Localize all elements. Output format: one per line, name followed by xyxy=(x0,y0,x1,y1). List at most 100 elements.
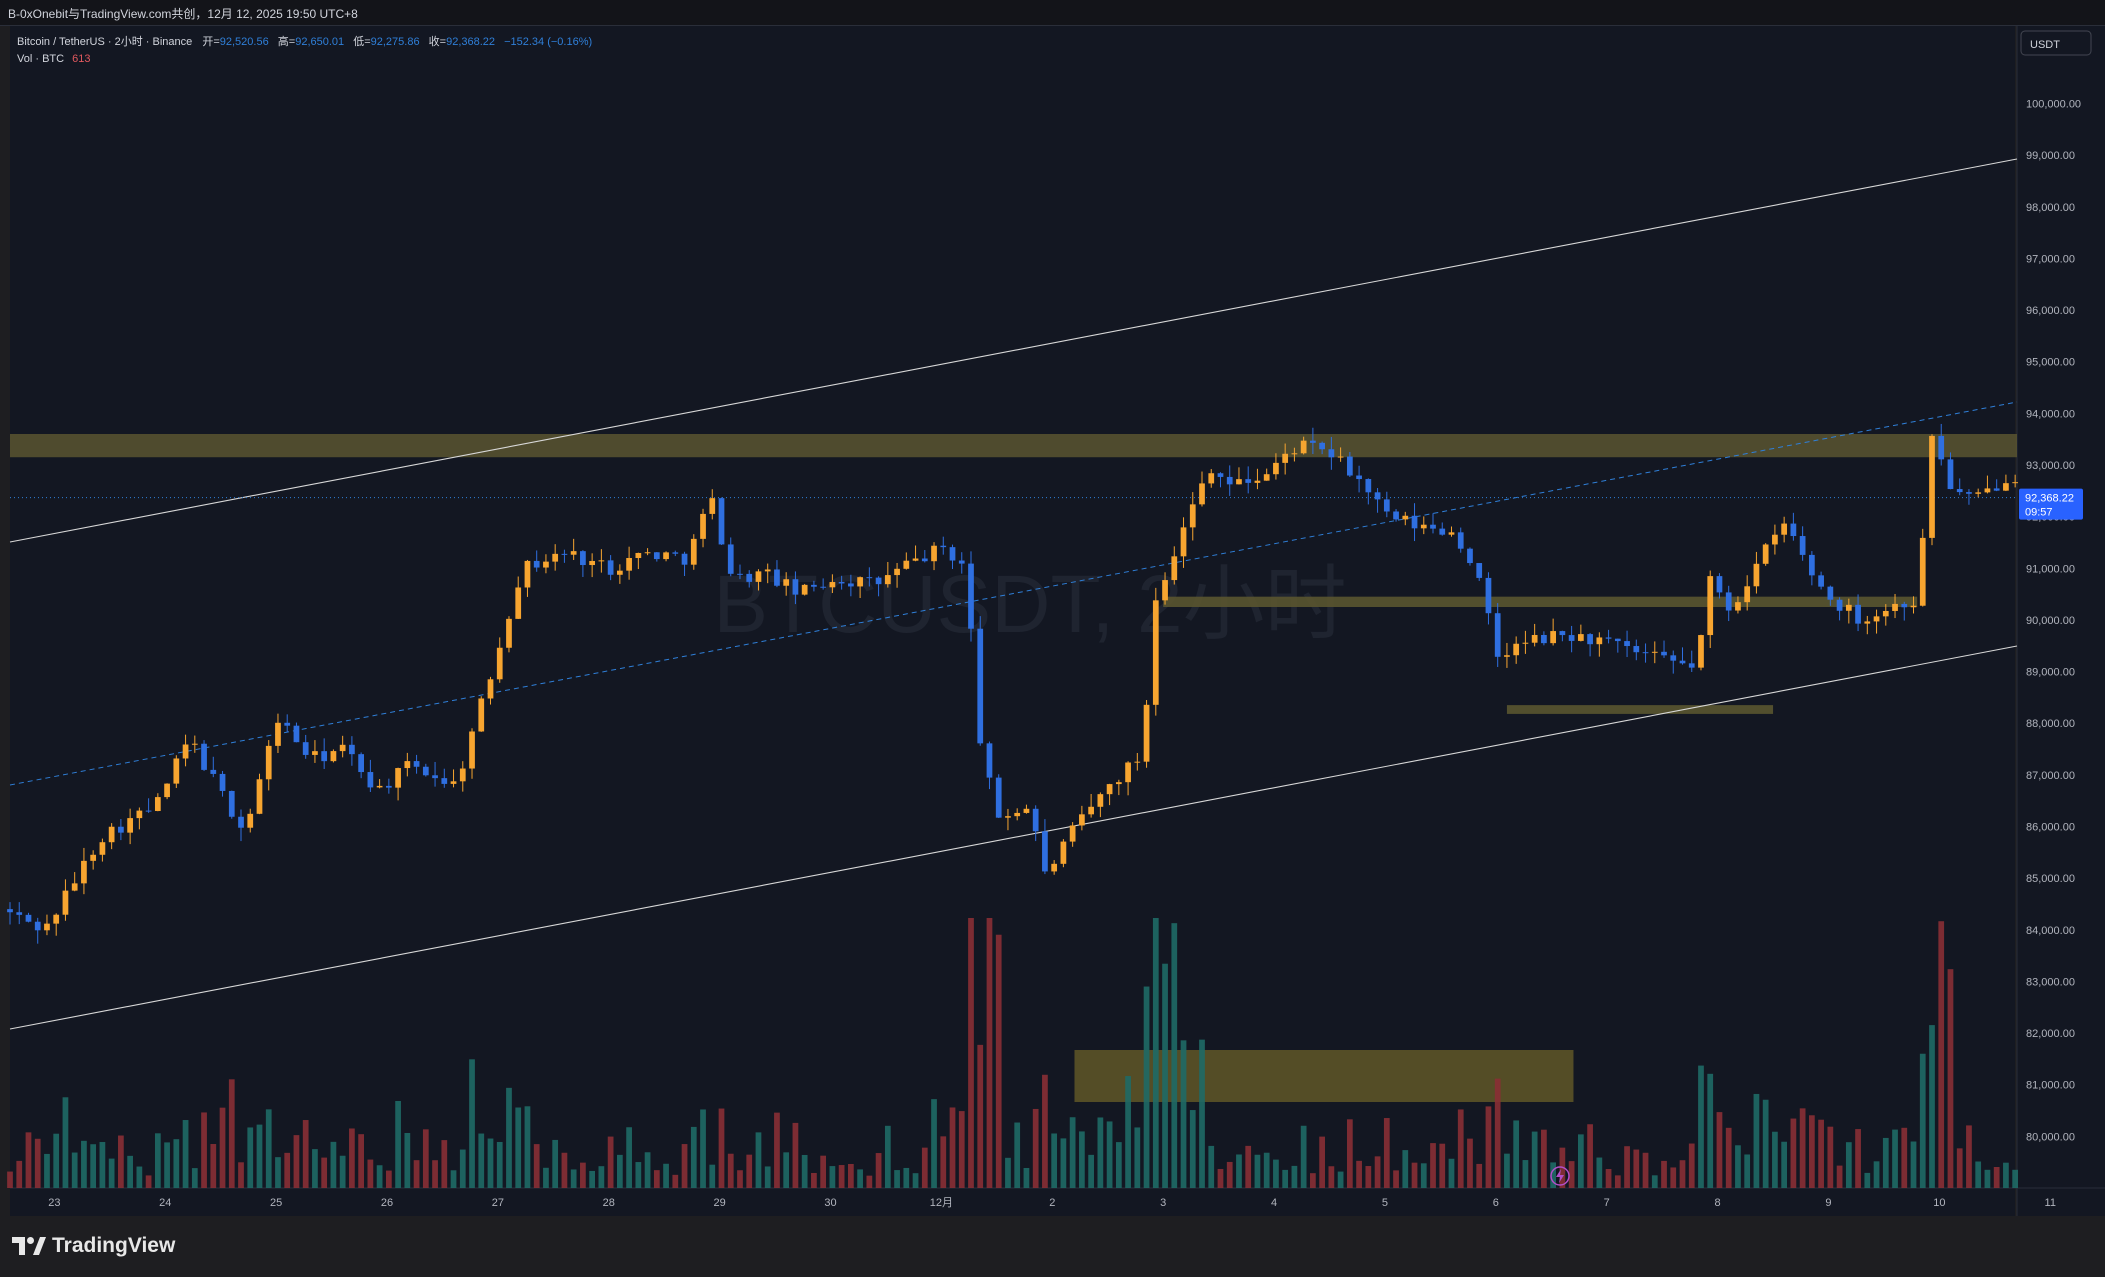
volume-bar xyxy=(681,1144,688,1188)
candle-body xyxy=(1263,474,1270,481)
volume-bar xyxy=(81,1140,87,1188)
candle-body xyxy=(1827,586,1834,600)
volume-bar xyxy=(1337,1171,1344,1188)
candle-body xyxy=(1966,492,1972,494)
volume-bar xyxy=(1938,921,1945,1188)
candle-body xyxy=(1005,816,1011,818)
candle-body xyxy=(764,569,771,572)
x-tick-label: 11 xyxy=(2045,1197,2056,1209)
plot-area[interactable] xyxy=(10,26,2015,1216)
volume-bar xyxy=(1208,1145,1215,1188)
volume-bar xyxy=(1855,1129,1861,1188)
candle-body xyxy=(1688,663,1695,668)
candle-body xyxy=(1577,634,1584,641)
candle-body xyxy=(1254,480,1261,483)
legend-change: −152.34 (−0.16%) xyxy=(504,36,592,48)
candle-body xyxy=(1328,449,1335,458)
volume-bar xyxy=(1365,1166,1372,1188)
candle-body xyxy=(71,883,78,891)
candle-body xyxy=(34,921,41,931)
candle-body xyxy=(1596,637,1603,645)
volume-bar xyxy=(108,1158,115,1188)
candle-body xyxy=(1143,704,1150,762)
volume-bar xyxy=(413,1160,420,1188)
volume-bar xyxy=(1125,1076,1131,1188)
candle-body xyxy=(385,785,392,788)
candle-body xyxy=(1633,646,1640,653)
volume-bar xyxy=(1226,1161,1233,1188)
candle-body xyxy=(1762,544,1769,564)
lightning-icon[interactable] xyxy=(1550,1166,1570,1186)
volume-bar xyxy=(792,1122,799,1188)
volume-bar xyxy=(1698,1065,1704,1188)
volume-bar xyxy=(515,1107,522,1188)
currency-button[interactable]: USDT xyxy=(2020,30,2092,56)
y-tick-label: 94,000.00 xyxy=(2026,408,2075,420)
candle-body xyxy=(940,545,947,548)
volume-bar xyxy=(1346,1119,1353,1188)
volume-bar xyxy=(1882,1137,1889,1188)
volume-bar xyxy=(866,1175,873,1188)
volume-bar xyxy=(1892,1129,1898,1188)
candle-body xyxy=(16,912,23,915)
price-axis[interactable] xyxy=(2017,26,2105,1216)
volume-bar xyxy=(1245,1145,1252,1188)
candle-body xyxy=(506,618,512,648)
volume-bar xyxy=(1393,1170,1399,1188)
candle-body xyxy=(99,842,106,855)
y-tick-label: 91,000.00 xyxy=(2026,563,2075,575)
volume-bar xyxy=(1901,1127,1908,1188)
volume-bar xyxy=(940,1136,947,1188)
x-tick-label: 12月 xyxy=(930,1197,953,1209)
volume-bar xyxy=(1541,1129,1547,1188)
volume-bar xyxy=(746,1154,753,1188)
candle-body xyxy=(1448,532,1455,535)
y-tick-label: 81,000.00 xyxy=(2026,1080,2075,1092)
volume-bar xyxy=(1744,1154,1751,1188)
candle-body xyxy=(811,584,817,587)
x-tick-label: 24 xyxy=(159,1197,171,1209)
volume-bar xyxy=(1762,1099,1769,1188)
candle-body xyxy=(1245,479,1252,483)
candle-body xyxy=(1439,528,1446,535)
volume-bar xyxy=(201,1112,207,1188)
candle-body xyxy=(1189,504,1196,528)
volume-bar xyxy=(635,1162,642,1188)
y-tick-label: 85,000.00 xyxy=(2026,873,2075,885)
candle-body xyxy=(1624,641,1630,647)
candle-body xyxy=(404,761,411,769)
volume-bar xyxy=(1984,1169,1991,1188)
volume-bar xyxy=(44,1153,50,1188)
volume-bar xyxy=(1199,1039,1205,1188)
volume-bar xyxy=(1005,1157,1011,1188)
volume-bar xyxy=(1688,1143,1695,1188)
volume-bar xyxy=(256,1124,263,1188)
volume-bar xyxy=(385,1170,392,1188)
candle-body xyxy=(1522,642,1529,644)
candle-body xyxy=(459,768,466,782)
candle-body xyxy=(801,584,808,595)
x-tick-label: 5 xyxy=(1382,1197,1388,1209)
y-tick-label: 87,000.00 xyxy=(2026,770,2075,782)
tradingview-logo[interactable]: TradingView xyxy=(12,1234,175,1258)
volume-bar xyxy=(709,1164,716,1188)
candle-body xyxy=(561,553,568,555)
volume-bar xyxy=(1356,1160,1362,1188)
volume-bar xyxy=(25,1132,32,1188)
candle-body xyxy=(1919,537,1926,606)
candle-body xyxy=(949,547,956,561)
volume-bar xyxy=(1781,1141,1788,1188)
tradingview-brand: TradingView xyxy=(52,1234,176,1257)
candle-body xyxy=(469,731,475,769)
candle-body xyxy=(543,561,549,568)
candle-body xyxy=(1753,563,1760,587)
candle-body xyxy=(1882,610,1889,617)
volume-bar xyxy=(1873,1161,1880,1188)
last-price-value: 92,368.22 xyxy=(2025,493,2074,505)
volume-bar xyxy=(672,1174,679,1188)
volume-bar xyxy=(1069,1117,1076,1188)
volume-bar xyxy=(801,1154,808,1188)
chart-area[interactable]: BTCUSDT, 2小时 80,000.0081,000.0082,000.00… xyxy=(0,26,2105,1216)
candle-body xyxy=(173,758,180,784)
candle-body xyxy=(1993,488,2000,491)
